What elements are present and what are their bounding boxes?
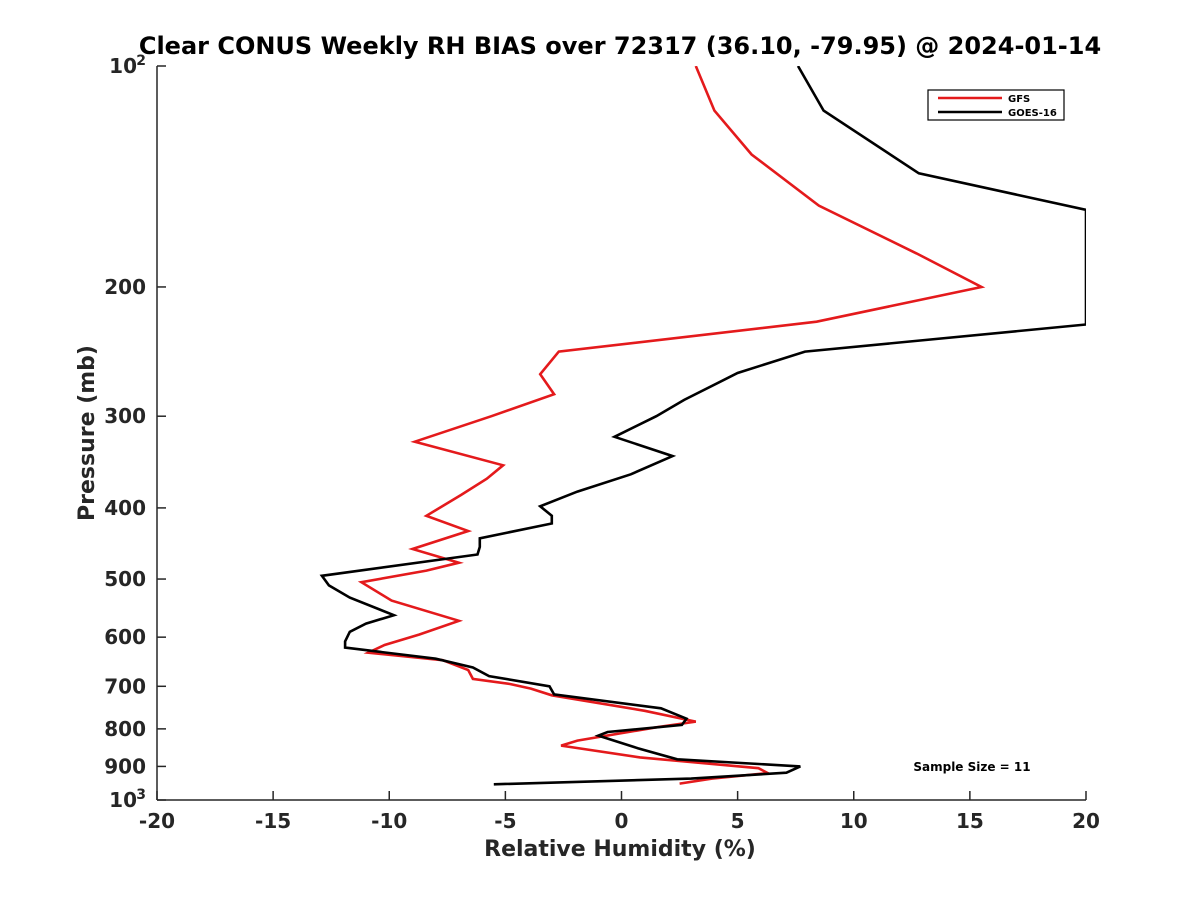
legend-label-goes-16: GOES-16 — [1008, 108, 1057, 119]
x-tick-label: 5 — [731, 809, 745, 833]
x-axis-label: Relative Humidity (%) — [484, 837, 756, 862]
x-tick-label: 15 — [956, 809, 984, 833]
y-tick-label-base: 10 — [109, 788, 137, 812]
y-tick-label: 600 — [104, 625, 146, 649]
y-axis-label: Pressure (mb) — [75, 345, 100, 521]
legend-box — [927, 89, 1065, 121]
x-tick-label: -10 — [371, 809, 407, 833]
y-tick-label: 10 — [109, 788, 137, 812]
x-tick-label: -15 — [255, 809, 291, 833]
x-tick-label: 0 — [615, 809, 629, 833]
y-tick-label: 300 — [104, 404, 146, 428]
y-tick-label-base: 10 — [109, 54, 137, 78]
x-tick-label: 10 — [840, 809, 868, 833]
y-tick-label: 800 — [104, 717, 146, 741]
series-line-goes-16 — [319, 66, 1086, 786]
x-tick-label: 20 — [1072, 809, 1100, 833]
y-tick-label: 700 — [104, 674, 146, 698]
legend-label-gfs: GFS — [1008, 94, 1030, 105]
y-tick-label: 400 — [104, 496, 146, 520]
x-tick-label: -20 — [139, 809, 175, 833]
chart-title: Clear CONUS Weekly RH BIAS over 72317 (3… — [139, 32, 1101, 60]
y-tick-label-exponent: 2 — [136, 53, 146, 69]
y-tick-label: 200 — [104, 275, 146, 299]
y-tick-label: 10 — [109, 54, 137, 78]
y-tick-label: 900 — [104, 754, 146, 778]
x-tick-label: -5 — [494, 809, 516, 833]
sample-size-annotation: Sample Size = 11 — [913, 760, 1030, 774]
series-line-gfs — [357, 66, 986, 785]
y-tick-label-exponent: 3 — [136, 787, 146, 803]
y-tick-label: 500 — [104, 567, 146, 591]
